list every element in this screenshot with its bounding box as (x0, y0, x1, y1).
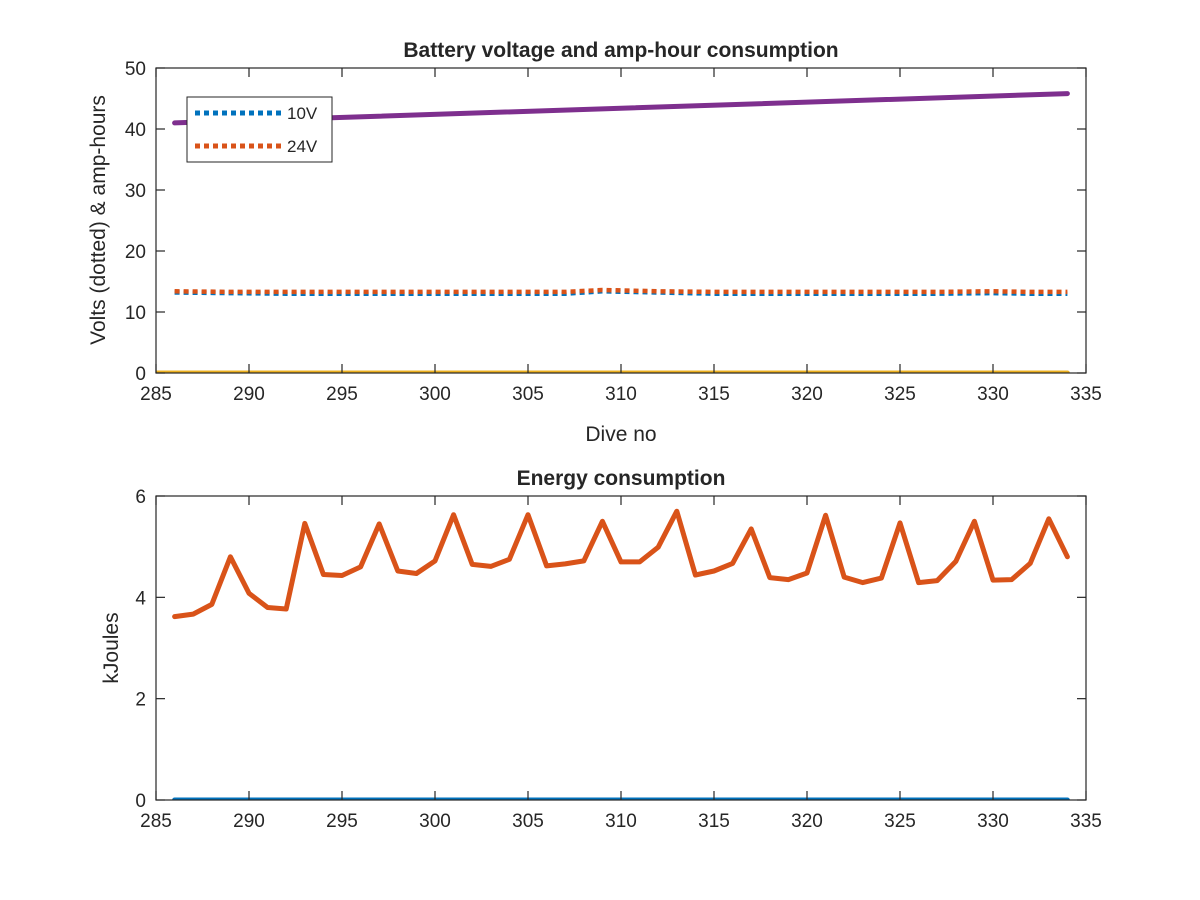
voltage-plot: Battery voltage and amp-hour consumption… (87, 39, 1102, 446)
energy-xtick-label-0: 285 (140, 811, 172, 832)
voltage-ytick-label-2: 20 (125, 242, 146, 263)
energy-xtick-label-9: 330 (977, 811, 1009, 832)
voltage-xtick-label-3: 300 (419, 384, 451, 405)
energy-xtick-label-4: 305 (512, 811, 544, 832)
voltage-xtick-label-2: 295 (326, 384, 358, 405)
energy-ytick-label-3: 6 (135, 487, 146, 508)
voltage-xtick-label-10: 335 (1070, 384, 1102, 405)
voltage-ytick-label-1: 10 (125, 303, 146, 324)
voltage-ytick-label-0: 0 (135, 364, 146, 385)
voltage-xtick-label-9: 330 (977, 384, 1009, 405)
voltage-xtick-label-6: 315 (698, 384, 730, 405)
voltage-plot-title: Battery voltage and amp-hour consumption (403, 39, 838, 62)
voltage-xtick-label-8: 325 (884, 384, 916, 405)
legend-label-10v: 10V (287, 104, 318, 123)
energy-xtick-label-7: 320 (791, 811, 823, 832)
energy-plot-ylabel: kJoules (100, 612, 123, 683)
energy-xtick-label-3: 300 (419, 811, 451, 832)
energy-series-line-0 (172, 508, 1070, 620)
voltage-ytick-label-4: 40 (125, 120, 146, 141)
voltage-xtick-label-4: 305 (512, 384, 544, 405)
voltage-ytick-label-3: 30 (125, 181, 146, 202)
legend-label-24v: 24V (287, 137, 318, 156)
energy-ytick-label-2: 4 (135, 588, 146, 609)
voltage-xtick-label-5: 310 (605, 384, 637, 405)
voltage-plot-xlabel: Dive no (585, 423, 656, 446)
energy-xtick-label-2: 295 (326, 811, 358, 832)
energy-xtick-label-6: 315 (698, 811, 730, 832)
energy-plot-background (156, 496, 1086, 800)
legend: 10V 24V (186, 96, 333, 163)
voltage-ytick-label-5: 50 (125, 59, 146, 80)
energy-plot-title: Energy consumption (517, 467, 726, 490)
voltage-xtick-label-0: 285 (140, 384, 172, 405)
energy-ytick-label-0: 0 (135, 791, 146, 812)
energy-xtick-label-1: 290 (233, 811, 265, 832)
energy-xtick-label-8: 325 (884, 811, 916, 832)
energy-xtick-label-10: 335 (1070, 811, 1102, 832)
voltage-plot-ylabel: Volts (dotted) & amp-hours (87, 95, 110, 345)
legend-box (186, 96, 333, 163)
voltage-xtick-label-1: 290 (233, 384, 265, 405)
energy-ytick-label-1: 2 (135, 690, 146, 711)
energy-plot: Energy consumption 285 290 295 300 305 310 315… (100, 467, 1102, 832)
voltage-xtick-label-7: 320 (791, 384, 823, 405)
energy-xtick-label-5: 310 (605, 811, 637, 832)
